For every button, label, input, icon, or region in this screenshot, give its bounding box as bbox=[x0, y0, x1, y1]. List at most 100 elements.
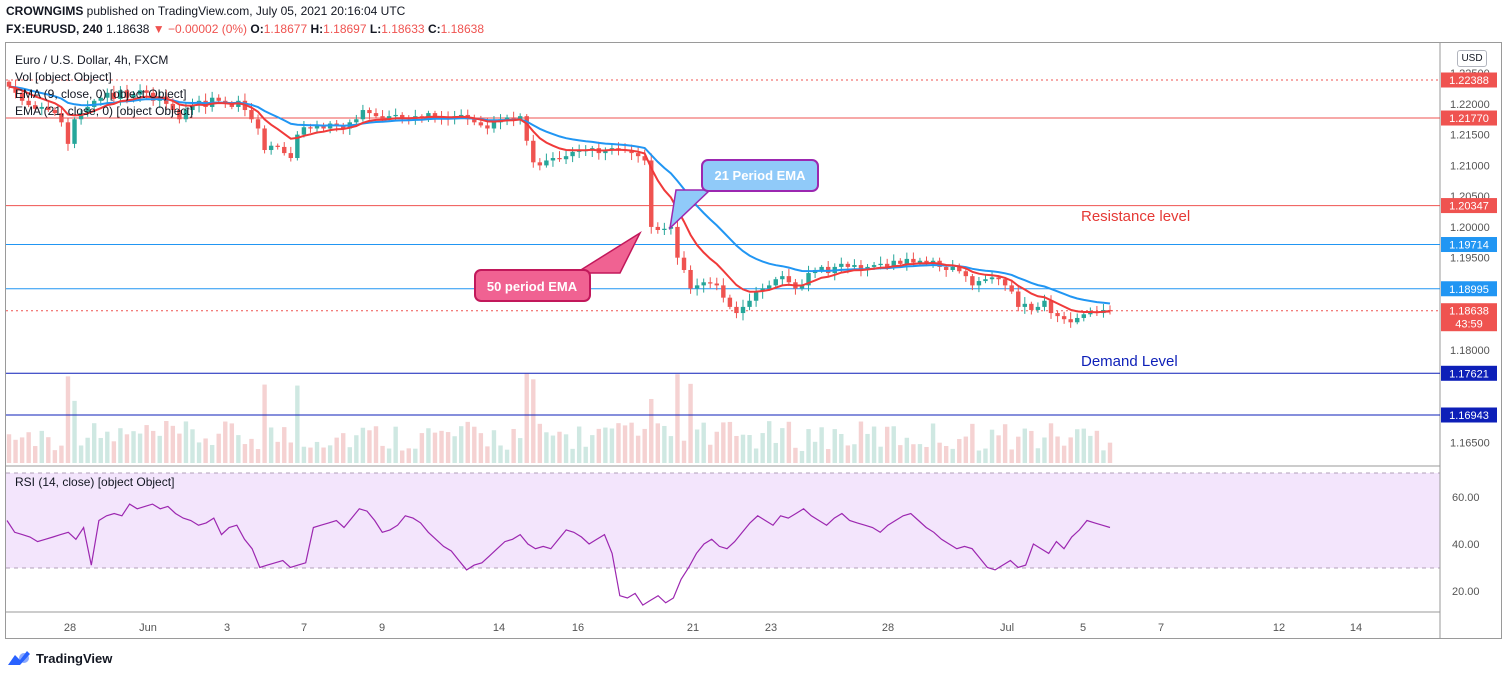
candle-body bbox=[957, 266, 962, 272]
volume-bar bbox=[629, 422, 634, 463]
volume-bar bbox=[609, 428, 615, 463]
volume-bar bbox=[164, 421, 169, 463]
candle-body bbox=[13, 86, 18, 93]
candle-body bbox=[655, 226, 661, 230]
candle-body bbox=[976, 281, 982, 286]
volume-bar bbox=[511, 428, 516, 463]
volume-bar bbox=[753, 448, 759, 463]
volume-bar bbox=[268, 427, 274, 463]
volume-bar bbox=[1061, 445, 1067, 463]
candle-body bbox=[39, 106, 44, 109]
tradingview-text: TradingView bbox=[36, 650, 113, 666]
last-price: 1.18638 bbox=[106, 22, 150, 36]
volume-bar bbox=[445, 432, 451, 463]
high-label: H: bbox=[310, 22, 324, 36]
candle-body bbox=[511, 117, 516, 120]
volume-bar bbox=[767, 421, 772, 463]
volume-bar bbox=[367, 430, 372, 463]
candle-body bbox=[301, 127, 307, 135]
volume-bar bbox=[937, 442, 942, 463]
volume-bar bbox=[996, 435, 1001, 463]
volume-bar bbox=[891, 426, 896, 463]
volume-bar bbox=[1022, 428, 1028, 463]
time-tick-3: 7 bbox=[301, 622, 307, 634]
volume-bar bbox=[596, 428, 602, 463]
price-label-bg bbox=[1441, 303, 1497, 332]
candle-body bbox=[635, 153, 641, 157]
volume-bar bbox=[963, 436, 969, 463]
candle-body bbox=[341, 125, 346, 129]
volume-bar bbox=[426, 428, 431, 463]
candle-body bbox=[1081, 314, 1086, 318]
price-label-text: 1.20347 bbox=[1449, 201, 1489, 213]
volume-bar bbox=[898, 445, 903, 463]
volume-bar bbox=[799, 450, 805, 463]
publisher-name[interactable]: CROWNGIMS bbox=[6, 4, 84, 18]
candle-body bbox=[616, 148, 621, 150]
candle-body bbox=[288, 153, 294, 159]
volume-bars bbox=[6, 373, 1113, 463]
price-label-4: 1.18995 bbox=[1441, 281, 1497, 297]
candle-body bbox=[694, 285, 700, 289]
time-tick-12: 7 bbox=[1158, 622, 1164, 634]
volume-bar bbox=[904, 437, 910, 463]
candle-body bbox=[642, 156, 647, 161]
price-label-bg bbox=[1441, 281, 1497, 297]
candle-body bbox=[649, 160, 654, 227]
volume-bar bbox=[432, 432, 438, 463]
volume-bar bbox=[924, 446, 929, 463]
volume-bar bbox=[341, 433, 346, 463]
volume-bar bbox=[209, 444, 215, 463]
candle-body bbox=[563, 156, 569, 160]
candle-body bbox=[1016, 291, 1021, 307]
price-label-text: 1.21770 bbox=[1449, 113, 1489, 125]
volume-bar bbox=[262, 384, 267, 463]
volume-legend[interactable]: Vol [object Object] bbox=[15, 70, 112, 84]
volume-bar bbox=[13, 439, 18, 463]
candle-body bbox=[1068, 319, 1073, 323]
ema-21-line bbox=[8, 85, 1111, 305]
volume-bar bbox=[46, 437, 51, 463]
volume-bar bbox=[85, 437, 90, 463]
tradingview-logo[interactable]: TradingView bbox=[6, 649, 112, 667]
candle-body bbox=[229, 103, 235, 107]
volume-bar bbox=[380, 445, 385, 463]
volume-bar bbox=[773, 442, 778, 463]
candle-body bbox=[432, 113, 438, 117]
currency-button[interactable]: USD bbox=[1457, 50, 1487, 67]
candle-body bbox=[33, 105, 38, 109]
candle-body bbox=[950, 266, 955, 270]
candle-body bbox=[524, 116, 529, 141]
volume-bar bbox=[583, 446, 588, 463]
volume-bar bbox=[288, 442, 294, 463]
volume-bar bbox=[1101, 450, 1106, 463]
candle-body bbox=[268, 145, 274, 151]
volume-bar bbox=[714, 431, 719, 463]
volume-bar bbox=[1035, 448, 1041, 463]
candle-body bbox=[478, 122, 484, 126]
close-label: C: bbox=[427, 22, 441, 36]
volume-bar bbox=[976, 450, 982, 463]
volume-bar bbox=[1081, 428, 1086, 463]
volume-bar bbox=[458, 426, 464, 463]
volume-bar bbox=[557, 431, 562, 463]
volume-bar bbox=[570, 448, 575, 463]
price-label-text: 1.22388 bbox=[1449, 75, 1489, 87]
rsi-axis: 60.00 40.00 20.00 bbox=[1452, 492, 1480, 598]
candle-body bbox=[308, 127, 313, 129]
ema21-legend[interactable]: EMA (21, close, 0) [object Object] bbox=[15, 104, 194, 118]
volume-bar bbox=[393, 426, 398, 463]
demand-label: Demand Level bbox=[1081, 353, 1178, 370]
ema9-legend[interactable]: EMA (9, close, 0) [object Object] bbox=[15, 87, 187, 101]
candle-body bbox=[314, 125, 320, 129]
chart-frame[interactable] bbox=[5, 42, 1502, 639]
volume-bar bbox=[734, 435, 739, 463]
price-label-bg bbox=[1441, 72, 1497, 88]
volume-bar bbox=[603, 427, 608, 463]
candle-body bbox=[282, 146, 287, 154]
candle-body bbox=[177, 110, 182, 120]
rsi-legend[interactable]: RSI (14, close) [object Object] bbox=[15, 475, 175, 489]
volume-bar bbox=[563, 434, 569, 463]
volume-bar bbox=[793, 447, 798, 463]
